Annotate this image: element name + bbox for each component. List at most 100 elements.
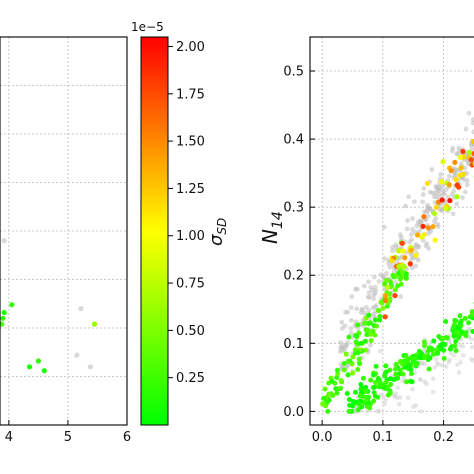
right-data-point <box>436 334 442 340</box>
colorbar-tick-label: 1.00 <box>176 229 205 244</box>
right-grid <box>310 37 474 425</box>
left-x-tick-label: 5 <box>64 430 72 445</box>
right-data-point <box>360 375 366 381</box>
right-data-point <box>321 395 327 401</box>
right-data-point <box>408 355 414 361</box>
right-data-point <box>438 342 444 348</box>
right-data-point <box>466 149 472 156</box>
right-data-point <box>463 126 469 132</box>
left-data-point <box>9 302 15 308</box>
right-data-point <box>361 283 367 289</box>
right-data-point <box>438 179 445 185</box>
right-data-point <box>345 372 351 378</box>
right-data-point <box>384 271 389 276</box>
right-data-point <box>442 205 449 211</box>
right-data-point <box>383 397 388 403</box>
right-data-point <box>405 218 410 223</box>
right-data-point <box>392 366 398 372</box>
right-x-tick-label: 0.2 <box>433 430 454 445</box>
right-data-point <box>446 182 452 188</box>
right-data-point <box>385 392 391 398</box>
right-data-point <box>333 386 339 392</box>
right-data-point <box>434 184 440 190</box>
right-data-point <box>418 355 424 361</box>
right-data-point <box>348 330 354 336</box>
right-data-point <box>343 351 349 357</box>
left-axes-frame <box>0 36 128 426</box>
right-data-point <box>393 279 399 285</box>
right-data-point <box>375 376 381 382</box>
right-data-point <box>410 386 415 392</box>
right-data-point <box>371 292 377 298</box>
right-data-point <box>427 205 433 211</box>
right-data-point <box>382 298 389 304</box>
right-data-point <box>371 296 376 302</box>
right-data-point <box>323 403 329 409</box>
right-data-point <box>409 237 414 243</box>
right-data-point <box>404 358 410 364</box>
right-data-point <box>373 287 379 293</box>
right-data-point <box>409 379 415 385</box>
right-x-ticks: 0.0 0.1 0.2 <box>312 420 454 445</box>
right-data-point <box>418 377 423 383</box>
right-data-point <box>411 199 417 205</box>
right-data-point <box>393 371 399 377</box>
left-data-point <box>91 321 98 327</box>
colorbar-tick-label: 1.75 <box>176 87 205 102</box>
right-data-point <box>326 397 332 403</box>
right-data-point <box>371 398 377 404</box>
right-data-point <box>430 190 436 196</box>
right-data-point <box>334 375 340 381</box>
right-data-point <box>469 336 474 342</box>
right-data-point <box>470 328 474 334</box>
right-data-point <box>430 351 436 357</box>
right-data-point <box>329 378 335 384</box>
right-data-point <box>421 186 427 191</box>
right-data-point <box>443 318 449 324</box>
right-data-point <box>413 242 419 248</box>
right-data-point <box>451 333 457 339</box>
right-data-point <box>330 392 336 398</box>
left-data-point <box>1 238 7 244</box>
right-data-point <box>397 395 403 400</box>
right-data-point <box>413 252 419 258</box>
right-data-point <box>341 367 347 373</box>
right-data-point <box>410 404 416 410</box>
right-data-point <box>322 386 328 392</box>
left-data-point <box>26 364 33 370</box>
right-data-point <box>356 401 362 407</box>
right-data-point <box>468 157 474 163</box>
right-data-point <box>339 319 345 325</box>
right-data-point <box>381 394 386 399</box>
right-data-point <box>353 389 359 395</box>
right-data-point <box>368 284 374 290</box>
right-data-point <box>431 211 438 217</box>
right-data-point <box>345 309 351 315</box>
right-data-point <box>358 340 364 346</box>
right-data-point <box>432 365 437 370</box>
right-data-point <box>348 317 354 323</box>
right-data-point <box>456 334 462 340</box>
colorbar-label-sub: SD <box>215 218 229 235</box>
left-data-point <box>41 368 47 374</box>
colorbar: 1e−5 0.25 0.50 0.75 1.00 1.25 1.50 1.75 2.00 σS… <box>131 20 229 426</box>
right-data-point <box>366 294 372 300</box>
right-data-point <box>451 188 457 194</box>
right-data-point <box>447 346 453 352</box>
colorbar-label: σSD <box>206 218 229 246</box>
right-data-point <box>403 379 409 385</box>
right-data-point <box>346 408 352 414</box>
right-data-point <box>447 357 452 363</box>
left-scatter-panel: 4 5 6 <box>0 36 131 445</box>
left-x-tick-label: 6 <box>123 430 131 445</box>
right-data-point <box>355 350 361 356</box>
right-data-point <box>366 312 372 318</box>
right-data-point <box>440 362 445 368</box>
right-data-point <box>458 359 463 365</box>
right-data-point <box>361 320 367 326</box>
right-data-point <box>372 317 378 323</box>
right-data-point <box>402 255 408 261</box>
right-data-point <box>392 292 398 299</box>
right-data-point <box>431 194 437 200</box>
colorbar-tick-label: 1.25 <box>176 182 205 197</box>
